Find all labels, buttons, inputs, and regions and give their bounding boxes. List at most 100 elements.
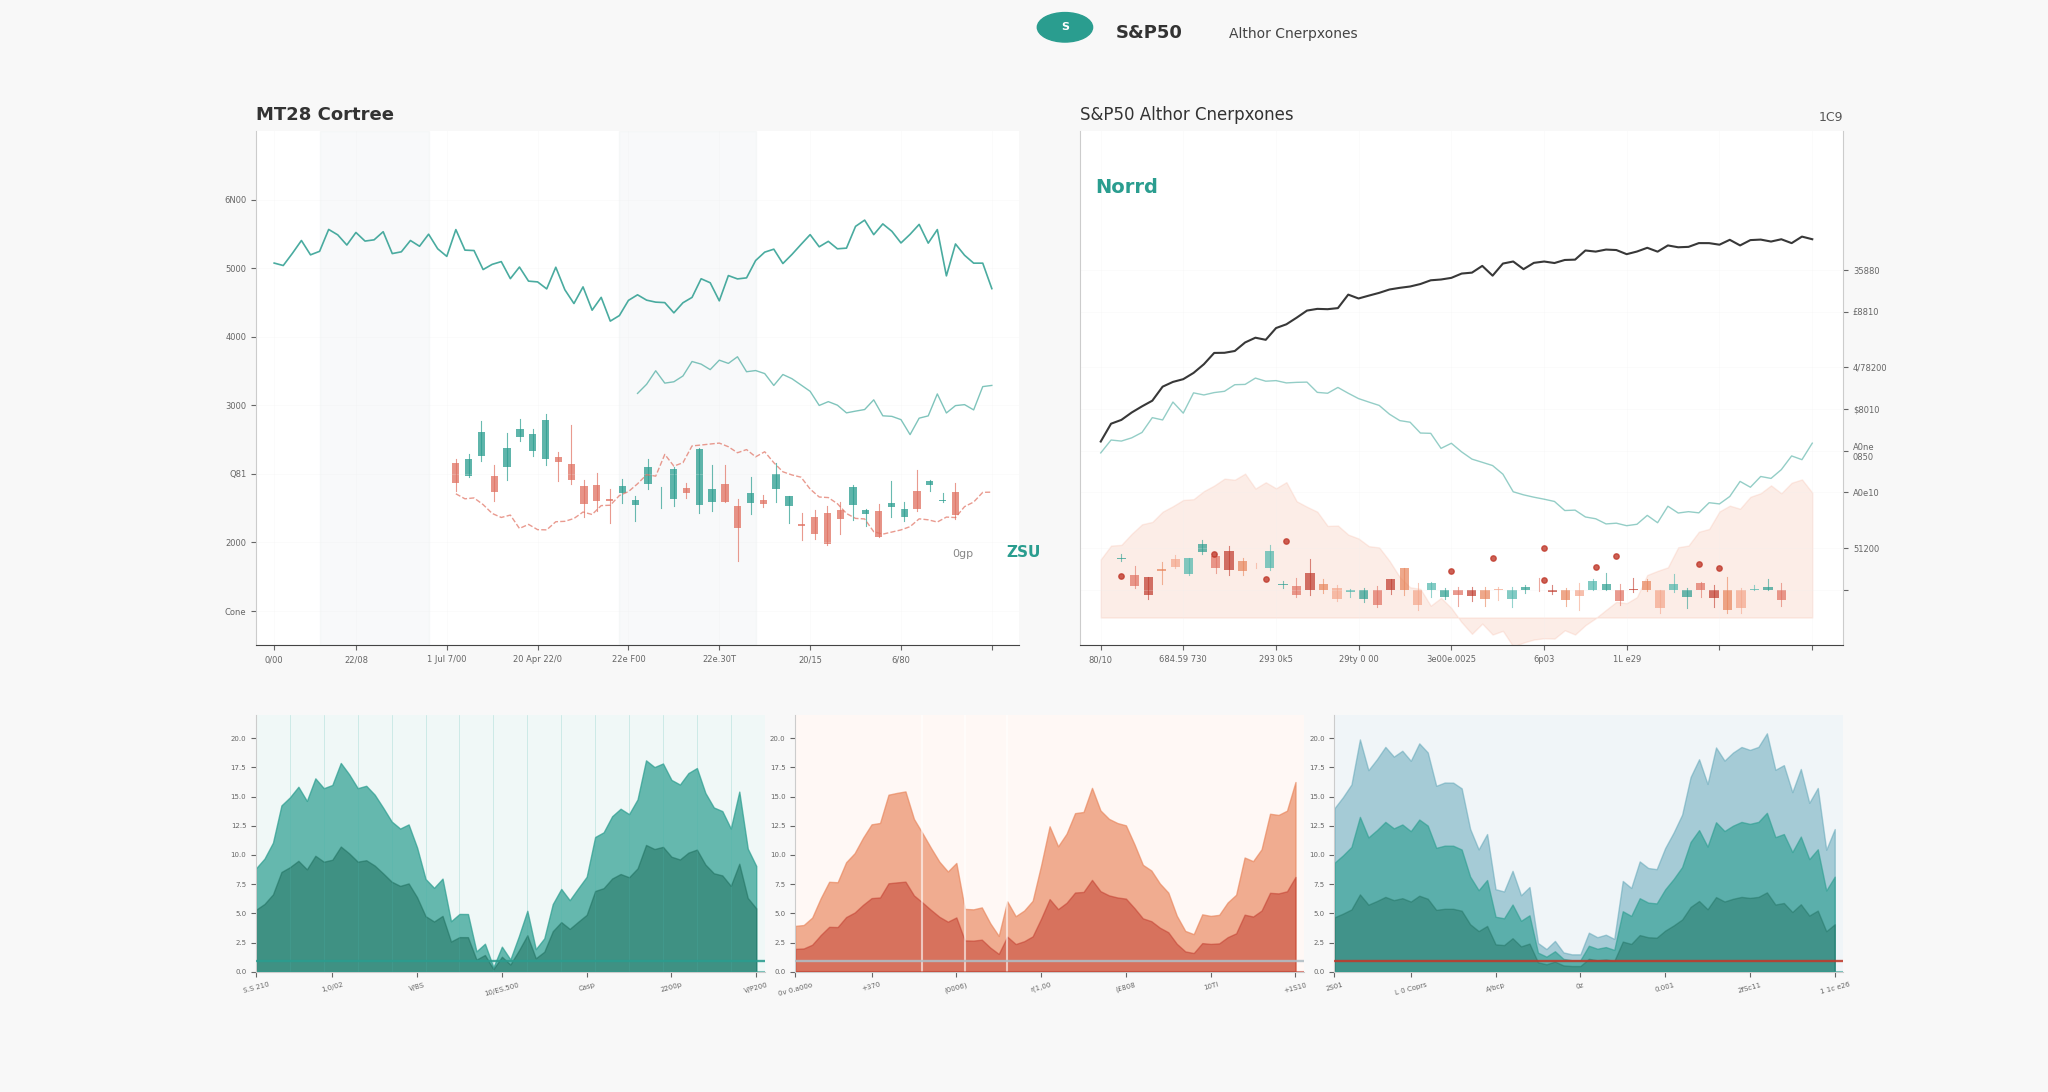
Bar [492,475,498,492]
Bar [1587,581,1597,590]
Bar [1198,545,1206,551]
Bar [1778,590,1786,600]
Bar [811,517,819,534]
Bar [1413,590,1421,605]
Text: S: S [1061,22,1069,33]
Bar [645,467,651,484]
Bar [543,419,549,459]
Bar [516,429,524,438]
Point [1599,547,1632,565]
Bar [618,131,756,645]
Point [1198,545,1231,562]
Bar [1386,580,1395,590]
Bar [696,449,702,505]
Bar [1642,581,1651,590]
Bar [1507,590,1518,598]
Bar [453,463,459,483]
Bar [477,432,485,456]
Bar [1292,585,1300,595]
Text: ZSU: ZSU [1008,545,1040,560]
Bar [1399,569,1409,590]
Bar [1696,583,1706,590]
Bar [682,488,690,494]
Bar [1157,569,1167,571]
Bar [823,513,831,544]
Point [1528,539,1561,557]
Bar [940,500,946,501]
Bar [748,494,754,503]
Bar [862,510,870,514]
Bar [1561,590,1571,600]
Bar [319,131,428,645]
Bar [1266,551,1274,568]
Bar [709,489,715,502]
Bar [952,491,958,515]
Bar [1466,590,1477,596]
Text: S&P50: S&P50 [1116,24,1184,43]
Bar [1333,587,1341,600]
Bar [1681,590,1692,597]
Bar [618,486,627,492]
Bar [555,458,561,462]
Bar [874,511,883,536]
Point [1249,570,1282,587]
Bar [504,448,510,467]
Point [1106,567,1139,584]
Bar [1184,558,1194,573]
Bar [836,510,844,519]
Circle shape [1036,13,1094,43]
Bar [733,506,741,527]
Bar [1210,556,1221,568]
Bar [1427,583,1436,590]
Bar [465,460,473,475]
Bar [1440,590,1450,597]
Bar [1616,590,1624,601]
Bar [1602,584,1612,590]
Point [1436,562,1468,580]
Bar [1116,558,1126,559]
Bar [887,503,895,507]
Point [1477,549,1509,567]
Point [1579,559,1612,577]
Bar [631,500,639,506]
Bar [670,470,678,499]
Bar [1143,578,1153,595]
Bar [926,482,934,485]
Bar [1628,589,1638,590]
Bar [1669,584,1677,590]
Bar [1737,590,1745,608]
Bar [1225,551,1233,570]
Point [1528,572,1561,590]
Bar [784,497,793,506]
Bar [1522,586,1530,590]
Bar [1575,590,1583,596]
Text: Norrd: Norrd [1096,178,1159,197]
Point [1270,532,1303,549]
Bar [606,499,612,501]
Text: 0gp: 0gp [952,549,973,559]
Bar [850,487,856,505]
Bar [580,486,588,503]
Bar [1722,590,1733,609]
Bar [799,524,805,525]
Bar [1305,573,1315,590]
Bar [594,485,600,501]
Bar [1319,584,1327,590]
Point [1704,559,1737,577]
Bar [772,474,780,489]
Text: MT28 Cortree: MT28 Cortree [256,106,393,123]
Bar [1237,561,1247,571]
Bar [1710,590,1718,598]
Text: 1C9: 1C9 [1819,110,1843,123]
Point [1683,556,1716,573]
Bar [1130,574,1139,585]
Text: S&P50 Althor Cnerpxones: S&P50 Althor Cnerpxones [1079,106,1294,123]
Bar [1372,590,1382,605]
Bar [528,435,537,451]
Bar [901,509,907,517]
Bar [1454,590,1462,595]
Bar [1548,590,1556,592]
Bar [1346,590,1356,592]
Bar [760,500,766,505]
Bar [567,464,575,479]
